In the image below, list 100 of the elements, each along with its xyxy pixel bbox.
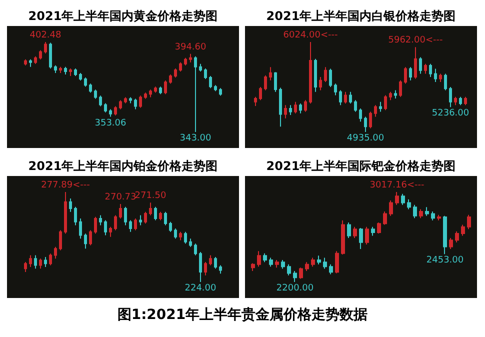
candlestick (449, 237, 453, 250)
candlestick (84, 77, 87, 88)
candlestick (339, 90, 342, 106)
candlestick (431, 211, 435, 221)
candlestick (59, 230, 62, 251)
candlestick (459, 96, 462, 106)
candlestick (329, 68, 332, 88)
candlestick (353, 226, 357, 238)
candlestick (464, 96, 467, 106)
candlestick (74, 68, 77, 77)
candlestick (179, 231, 182, 241)
candlestick (154, 206, 157, 221)
candlestick (384, 94, 387, 111)
candlestick (395, 192, 399, 206)
candlestick (424, 63, 427, 74)
candlestick (24, 58, 27, 66)
candlestick (341, 220, 345, 255)
candlestick (371, 226, 375, 236)
candlestick (399, 80, 402, 98)
candlestick (294, 101, 297, 114)
candlestick (404, 66, 407, 84)
candlestick (284, 104, 287, 119)
candlestick (24, 261, 27, 272)
candlestick (39, 50, 42, 60)
candlestick (34, 56, 37, 64)
candlestick (269, 257, 273, 268)
candlestick (119, 203, 122, 220)
candlestick (299, 102, 302, 114)
candlestick (275, 259, 279, 268)
candlestick (44, 42, 47, 54)
caption: 图1:2021年上半年贵金属价格走势数据 (116, 306, 369, 324)
candlestick (39, 258, 42, 270)
candlestick (467, 214, 471, 230)
candlestick (359, 228, 363, 250)
candlestick (174, 68, 177, 78)
candlestick (104, 102, 107, 113)
candlestick (144, 211, 147, 224)
candlestick (209, 254, 212, 266)
candlestick (414, 46, 417, 80)
annotation: 394.60 (174, 42, 207, 52)
candlestick (139, 214, 142, 226)
chart-title: 2021年上半年国内黄金价格走势图 (27, 8, 219, 25)
candlestick (194, 56, 197, 132)
candlestick (54, 246, 57, 260)
candlestick (334, 83, 337, 96)
candlestick (254, 96, 257, 106)
candlestick (134, 98, 137, 110)
chart-title: 2021年上半年国内白银价格走势图 (265, 8, 457, 25)
candlestick (394, 90, 397, 100)
annotation: 2200.00 (276, 284, 314, 294)
annotation: 4935.00 (346, 134, 384, 144)
candlestick (377, 222, 381, 234)
candlestick (347, 222, 351, 238)
candlestick (419, 208, 423, 219)
candlestick (119, 100, 122, 110)
candlestick (219, 88, 222, 96)
candlestick (344, 91, 347, 104)
candlestick (279, 87, 282, 128)
candlestick (209, 76, 212, 89)
candlestick (164, 211, 167, 226)
candlestick (49, 253, 52, 266)
candlestick (184, 231, 187, 244)
candlestick (443, 215, 447, 255)
candlestick (281, 259, 285, 270)
candlestick (184, 57, 187, 66)
annotation: 6024.00<--- (283, 30, 338, 40)
candlestick (429, 63, 432, 78)
candlestick (259, 86, 262, 101)
candlestick (79, 72, 82, 82)
candlestick (204, 68, 207, 80)
candlestick (264, 74, 267, 91)
candlestick (29, 254, 32, 268)
candlestick (444, 73, 447, 91)
candlestick (311, 257, 315, 268)
candlestick (139, 95, 142, 108)
candlestick (114, 106, 117, 116)
candlestick (69, 68, 72, 77)
annotation: 353.06 (94, 118, 127, 128)
annotation: 343.00 (180, 134, 212, 144)
candlestick (389, 200, 393, 216)
candlestick (129, 220, 132, 232)
candlestick (323, 257, 327, 270)
candlestick (287, 264, 291, 276)
candlestick (434, 68, 437, 82)
candlestick (449, 86, 452, 108)
candlestick (189, 53, 192, 63)
candlestick (214, 256, 217, 270)
candlestick (159, 211, 162, 221)
annotation: 2453.00 (426, 256, 464, 266)
candlestick (179, 62, 182, 72)
candlestick (199, 251, 202, 282)
candlestick (164, 80, 167, 95)
candlestick (319, 76, 322, 91)
candlestick (99, 95, 102, 107)
candlestick (324, 66, 327, 82)
candlestick (455, 230, 459, 243)
candlestick (99, 214, 102, 226)
candlestick (109, 108, 112, 118)
annotation: 277.89<--- (41, 180, 90, 190)
candlestick (64, 66, 67, 75)
